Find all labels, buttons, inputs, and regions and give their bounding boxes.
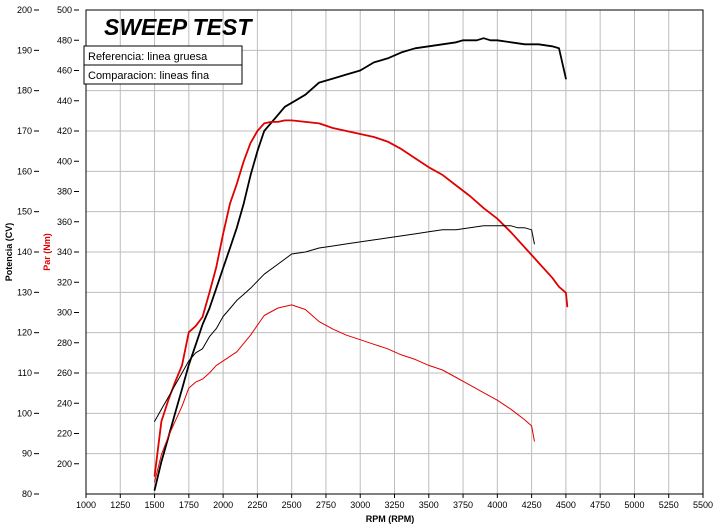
- torque-tick-label: 200: [57, 459, 72, 469]
- x-tick-label: 3000: [350, 500, 370, 510]
- power-tick-label: 150: [17, 207, 32, 217]
- torque-tick-label: 420: [57, 126, 72, 136]
- power-tick-label: 90: [22, 449, 32, 459]
- x-tick-label: 5500: [693, 500, 713, 510]
- torque-tick-label: 300: [57, 308, 72, 318]
- series-lines: [153, 37, 569, 491]
- x-tick-label: 2000: [213, 500, 233, 510]
- power-tick-label: 160: [17, 166, 32, 176]
- torque-tick-label: 360: [57, 217, 72, 227]
- torque-tick-label: 460: [57, 66, 72, 76]
- torque-tick-label: 320: [57, 277, 72, 287]
- power-axis: 80 90 100 110 120 130 140 150 160 170 180 190 200: [17, 5, 39, 499]
- x-tick-label: 1750: [179, 500, 199, 510]
- x-tick-label: 2750: [316, 500, 336, 510]
- rpm-axis: 1000 1250 1500 1750 2000 2250 2500 2750 3000 3250…: [76, 494, 713, 510]
- x-tick-label: 3750: [453, 500, 473, 510]
- x-axis-title: RPM (RPM): [366, 514, 415, 524]
- torque-tick-label: 240: [57, 398, 72, 408]
- power-tick-label: 80: [22, 489, 32, 499]
- x-tick-label: 3500: [419, 500, 439, 510]
- x-tick-label: 4750: [590, 500, 610, 510]
- legend-entry-reference: Referencia: linea gruesa: [88, 51, 208, 63]
- x-tick-label: 3250: [384, 500, 404, 510]
- power-tick-label: 140: [17, 247, 32, 257]
- torque-tick-label: 340: [57, 247, 72, 257]
- x-tick-label: 4250: [522, 500, 542, 510]
- torque-tick-label: 500: [57, 5, 72, 15]
- x-tick-label: 4500: [556, 500, 576, 510]
- x-tick-label: 4000: [487, 500, 507, 510]
- x-tick-label: 2250: [247, 500, 267, 510]
- torque-tick-label: 220: [57, 429, 72, 439]
- power-tick-label: 100: [17, 408, 32, 418]
- power-tick-label: 110: [18, 368, 32, 378]
- torque-tick-label: 280: [57, 338, 72, 348]
- x-tick-label: 1250: [110, 500, 130, 510]
- x-tick-label: 5250: [659, 500, 679, 510]
- x-tick-label: 1500: [145, 500, 165, 510]
- legend-entry-comparison: Comparacion: lineas fina: [88, 70, 210, 82]
- torque-tick-label: 480: [57, 35, 72, 45]
- power-tick-label: 120: [17, 328, 32, 338]
- chart-title: SWEEP TEST: [104, 14, 253, 40]
- x-tick-label: 2500: [282, 500, 302, 510]
- torque-tick-label: 400: [57, 156, 72, 166]
- torque-tick-label: 260: [57, 368, 72, 378]
- grid-lines: [85, 9, 704, 495]
- comparison-power-line: [154, 225, 535, 422]
- power-tick-label: 190: [17, 45, 32, 55]
- power-tick-label: 170: [17, 126, 32, 136]
- x-tick-label: 1000: [76, 500, 96, 510]
- x-tick-label: 5000: [624, 500, 644, 510]
- comparison-torque-line: [154, 304, 535, 483]
- reference-torque-line: [153, 119, 569, 477]
- legend: Referencia: linea gruesa Comparacion: li…: [83, 45, 243, 85]
- torque-axis: 200 220 240 260 280 300 320 340 360 380 400 420 440 4…: [57, 5, 79, 469]
- reference-power-line: [153, 37, 567, 491]
- torque-axis-title: Par (Nm): [42, 233, 52, 271]
- torque-tick-label: 380: [57, 187, 72, 197]
- power-tick-label: 180: [17, 86, 32, 96]
- power-tick-label: 200: [17, 5, 32, 15]
- power-axis-title: Potencia (CV): [4, 223, 14, 282]
- torque-tick-label: 440: [57, 96, 72, 106]
- power-tick-label: 130: [17, 287, 32, 297]
